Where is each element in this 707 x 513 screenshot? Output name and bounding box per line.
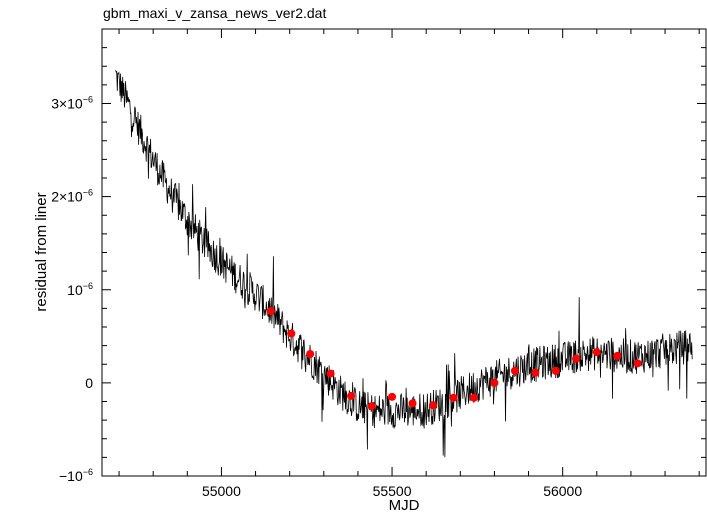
data-point [633, 359, 642, 368]
y-tick-label-base: 0 [85, 375, 93, 391]
data-point [469, 393, 478, 402]
y-axis-label: residual from liner [33, 192, 50, 311]
data-point [326, 369, 335, 378]
data-point [266, 307, 275, 316]
y-tick-label-exponent: −6 [83, 95, 93, 105]
y-tick-label-base: −10 [59, 468, 83, 484]
data-point [490, 378, 499, 387]
y-tick-label-base: 2×10 [51, 189, 83, 205]
x-axis-label: MJD [389, 497, 420, 513]
data-series-markers [266, 307, 642, 411]
data-point [408, 399, 417, 408]
y-tick-label: 2×10−6 [51, 188, 93, 205]
y-tick-label-base: 3×10 [51, 96, 83, 112]
data-point [429, 401, 438, 410]
y-tick-label-exponent: −6 [83, 281, 93, 291]
data-point [531, 368, 540, 377]
y-tick-label-exponent: −6 [83, 467, 93, 477]
y-tick-label: 3×10−6 [51, 95, 93, 112]
x-axis-ticks: 55000 55500 56000 [118, 29, 700, 499]
chart-title: gbm_maxi_v_zansa_news_ver2.dat [103, 5, 326, 21]
y-tick-label-base: 10 [67, 282, 83, 298]
x-tick-label: 55000 [202, 483, 241, 499]
y-tick-label: −10−6 [59, 467, 93, 484]
series-line [115, 69, 693, 458]
data-series-line [115, 69, 693, 458]
y-tick-label: 10−6 [67, 281, 93, 298]
data-point [306, 350, 315, 359]
x-tick-label: 55500 [373, 483, 412, 499]
x-tick-label: 56000 [543, 483, 582, 499]
data-point [388, 392, 397, 401]
y-tick-label-exponent: −6 [83, 188, 93, 198]
data-point [572, 354, 581, 363]
data-point [449, 393, 458, 402]
data-point [592, 348, 601, 357]
data-point [510, 366, 519, 375]
data-point [287, 329, 296, 338]
data-point [551, 366, 560, 375]
data-point [613, 351, 622, 360]
y-tick-label: 0 [85, 375, 93, 391]
data-point [367, 402, 376, 411]
data-point [347, 391, 356, 400]
